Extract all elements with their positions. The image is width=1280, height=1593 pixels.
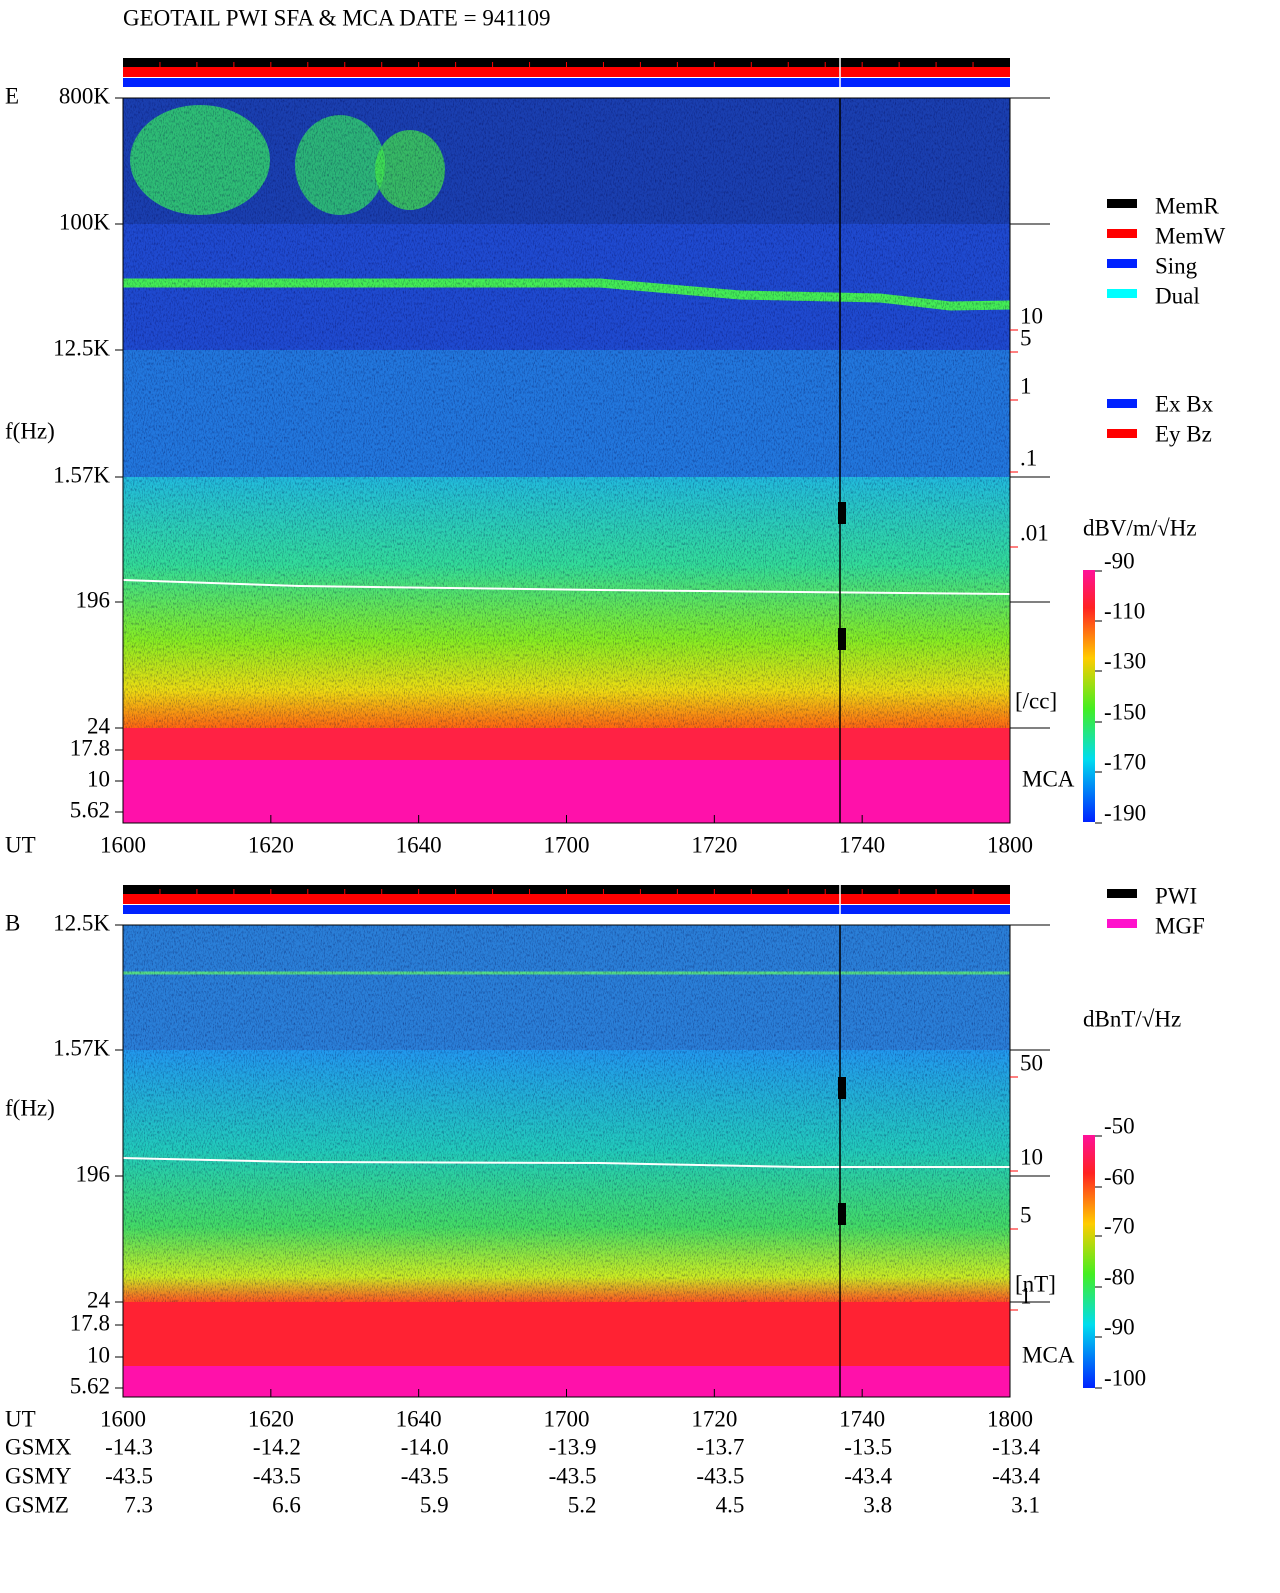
x-tick-label: 1620 (248, 1406, 294, 1431)
orbit-value: -14.0 (401, 1434, 449, 1459)
y-tick-label: 1.57K (53, 462, 110, 487)
colorbar-tick-label: -80 (1104, 1264, 1135, 1289)
y-tick-label: 17.8 (70, 1310, 110, 1335)
colorbar-tick-label: -70 (1104, 1213, 1135, 1238)
aux-tick-label: 50 (1020, 1050, 1043, 1075)
colorbar-unit: dBnT/√Hz (1083, 1006, 1181, 1031)
aux-tick-label: .1 (1020, 445, 1037, 470)
x-axis-label: UT (5, 832, 36, 857)
x-tick-label: 1740 (839, 832, 885, 857)
orbit-value: -14.2 (253, 1434, 301, 1459)
orbit-value: -43.5 (549, 1463, 597, 1488)
orbit-value: -43.5 (253, 1463, 301, 1488)
title: GEOTAIL PWI SFA & MCA DATE = 941109 (123, 5, 550, 30)
panel-label: B (5, 910, 20, 935)
legend-label: MemW (1155, 223, 1226, 248)
y-tick-label: 12.5K (53, 910, 110, 935)
colorbar-unit: dBV/m/√Hz (1083, 515, 1197, 540)
aux-tick-label: 1 (1020, 1283, 1032, 1308)
aux-tick-label: 5 (1020, 325, 1032, 350)
x-tick-label: 1700 (544, 832, 590, 857)
orbit-value: -13.9 (549, 1434, 597, 1459)
orbit-value: -13.4 (992, 1434, 1040, 1459)
y-axis-label: f(Hz) (5, 418, 55, 443)
legend-label: MGF (1155, 913, 1205, 938)
orbit-value: -43.4 (992, 1463, 1040, 1488)
x-tick-label: 1800 (987, 832, 1033, 857)
x-tick-label: 1740 (839, 1406, 885, 1431)
x-axis-label: UT (5, 1406, 36, 1431)
orbit-label: GSMY (5, 1463, 72, 1488)
orbit-value: 3.8 (863, 1492, 892, 1517)
y-tick-label: 10 (87, 1342, 110, 1367)
orbit-value: 3.1 (1011, 1492, 1040, 1517)
y-tick-label: 17.8 (70, 735, 110, 760)
y-tick-label: 196 (76, 1161, 111, 1186)
orbit-value: -14.3 (105, 1434, 153, 1459)
aux-tick-label: 1 (1020, 373, 1032, 398)
y-tick-label: 1.57K (53, 1035, 110, 1060)
colorbar-tick-label: -90 (1104, 548, 1135, 573)
colorbar-tick-label: -170 (1104, 749, 1146, 774)
colorbar-tick-label: -150 (1104, 699, 1146, 724)
y-tick-label: 10 (87, 766, 110, 791)
legend-label: Sing (1155, 253, 1198, 278)
orbit-value: -43.5 (401, 1463, 449, 1488)
legend-label: PWI (1155, 883, 1197, 908)
colorbar-tick-label: -50 (1104, 1113, 1135, 1138)
x-tick-label: 1800 (987, 1406, 1033, 1431)
aux-tick-label: .01 (1020, 520, 1049, 545)
x-tick-label: 1720 (691, 1406, 737, 1431)
x-tick-label: 1600 (100, 832, 146, 857)
orbit-value: -13.5 (844, 1434, 892, 1459)
orbit-value: 5.9 (420, 1492, 449, 1517)
panel-label: E (5, 83, 19, 108)
colorbar-tick-label: -190 (1104, 800, 1146, 825)
mca-label: MCA (1022, 1342, 1075, 1367)
orbit-value: 4.5 (716, 1492, 745, 1517)
x-tick-label: 1720 (691, 832, 737, 857)
y-tick-label: 5.62 (70, 1373, 110, 1398)
legend-label: Ey Bz (1155, 421, 1212, 446)
aux-tick-label: 10 (1020, 1144, 1043, 1169)
y-tick-label: 196 (76, 587, 111, 612)
colorbar-tick-label: -130 (1104, 648, 1146, 673)
aux-tick-label: 5 (1020, 1202, 1032, 1227)
y-tick-label: 800K (59, 83, 111, 108)
y-tick-label: 24 (87, 713, 111, 738)
mca-label: MCA (1022, 766, 1075, 791)
orbit-label: GSMX (5, 1434, 72, 1459)
aux-unit: [nT] (1015, 1271, 1056, 1296)
orbit-value: 7.3 (124, 1492, 153, 1517)
aux-unit: [/cc] (1015, 688, 1057, 713)
x-tick-label: 1640 (396, 1406, 442, 1431)
colorbar-tick-label: -100 (1104, 1365, 1146, 1390)
orbit-value: -43.5 (105, 1463, 153, 1488)
x-tick-label: 1600 (100, 1406, 146, 1431)
legend-label: Dual (1155, 283, 1200, 308)
colorbar-tick-label: -110 (1104, 598, 1145, 623)
legend-label: Ex Bx (1155, 391, 1214, 416)
y-tick-label: 12.5K (53, 335, 110, 360)
x-tick-label: 1640 (396, 832, 442, 857)
y-tick-label: 24 (87, 1287, 111, 1312)
x-tick-label: 1620 (248, 832, 294, 857)
orbit-value: -43.5 (696, 1463, 744, 1488)
orbit-label: GSMZ (5, 1492, 69, 1517)
aux-tick-label: 10 (1020, 303, 1043, 328)
orbit-value: 5.2 (568, 1492, 597, 1517)
x-tick-label: 1700 (544, 1406, 590, 1431)
legend-label: MemR (1155, 193, 1220, 218)
orbit-value: -43.4 (844, 1463, 892, 1488)
colorbar-tick-label: -60 (1104, 1164, 1135, 1189)
orbit-value: -13.7 (696, 1434, 744, 1459)
y-tick-label: 100K (59, 209, 111, 234)
y-axis-label: f(Hz) (5, 1095, 55, 1120)
y-tick-label: 5.62 (70, 797, 110, 822)
colorbar-tick-label: -90 (1104, 1314, 1135, 1339)
spectrograms (122, 58, 1137, 1397)
orbit-value: 6.6 (272, 1492, 301, 1517)
